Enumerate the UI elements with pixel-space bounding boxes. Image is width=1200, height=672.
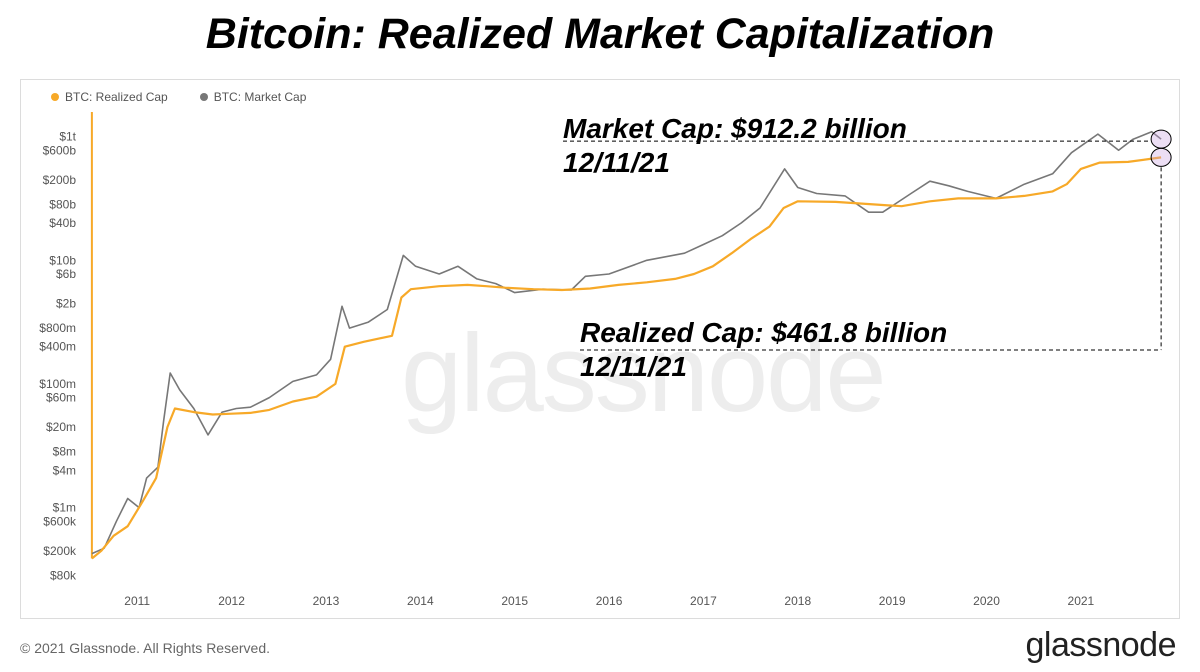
y-tick-label: $40b: [49, 216, 76, 230]
market-cap-highlight-point: [1150, 129, 1172, 149]
y-tick-label: $600k: [43, 514, 77, 528]
x-tick-label: 2013: [313, 594, 340, 608]
market-cap-annotation-value: Market Cap: $912.2 billion: [563, 113, 907, 144]
realized-cap-highlight-point: [1150, 147, 1172, 167]
legend-item-market[interactable]: BTC: Market Cap: [199, 90, 307, 104]
y-tick-label: $100m: [39, 377, 76, 391]
watermark: glassnode: [401, 312, 886, 435]
realized-cap-line: [91, 156, 1162, 560]
y-tick-label: $8m: [53, 445, 76, 459]
y-tick-label: $60m: [46, 391, 76, 405]
y-tick-label: $200b: [43, 173, 77, 187]
chart-panel: BTC: Realized Cap BTC: Market Cap glassn…: [20, 79, 1180, 619]
legend-dot-market: [199, 93, 208, 101]
y-tick-label: $20m: [46, 420, 76, 434]
y-tick-label: $200k: [43, 544, 77, 558]
realized-cap-annotation-value: Realized Cap: $461.8 billion: [580, 317, 948, 348]
y-tick-label: $80b: [49, 197, 76, 211]
x-tick-label: 2018: [784, 594, 811, 608]
x-tick-label: 2012: [218, 594, 245, 608]
glassnode-logo: glassnode: [1025, 626, 1176, 664]
x-tick-label: 2016: [596, 594, 623, 608]
chart-title: Bitcoin: Realized Market Capitalization: [205, 10, 995, 58]
legend: BTC: Realized Cap BTC: Market Cap: [51, 90, 306, 104]
y-tick-label: $800m: [39, 321, 76, 335]
x-tick-label: 2014: [407, 594, 434, 608]
x-tick-label: 2011: [124, 594, 150, 608]
y-tick-label: $80k: [50, 568, 77, 582]
y-tick-label: $600b: [43, 143, 77, 157]
legend-dot-realized: [51, 93, 59, 101]
y-tick-label: $2b: [56, 296, 76, 310]
y-tick-label: $6b: [56, 267, 76, 281]
x-tick-label: 2020: [973, 594, 1000, 608]
y-tick-label: $10b: [49, 253, 76, 267]
y-tick-label: $1m: [53, 501, 76, 515]
y-tick-label: $400m: [39, 340, 76, 354]
x-tick-label: 2015: [501, 594, 528, 608]
x-tick-label: 2021: [1068, 594, 1095, 608]
market-cap-line: [91, 130, 1162, 555]
market-cap-annotation-date: 12/11/21: [563, 147, 670, 178]
x-tick-label: 2019: [879, 594, 906, 608]
realized-cap-annotation: Realized Cap: $461.8 billion 12/11/21: [580, 316, 947, 384]
x-tick-label: 2017: [690, 594, 717, 608]
realized-cap-annotation-date: 12/11/21: [580, 351, 687, 382]
y-tick-label: $1t: [59, 130, 76, 144]
y-tick-label: $4m: [53, 463, 76, 477]
legend-label-realized: BTC: Realized Cap: [65, 90, 168, 104]
legend-label-market: BTC: Market Cap: [213, 90, 307, 104]
market-cap-annotation: Market Cap: $912.2 billion 12/11/21: [563, 112, 907, 180]
legend-item-realized[interactable]: BTC: Realized Cap: [51, 90, 168, 104]
copyright-text: © 2021 Glassnode. All Rights Reserved.: [20, 640, 271, 656]
